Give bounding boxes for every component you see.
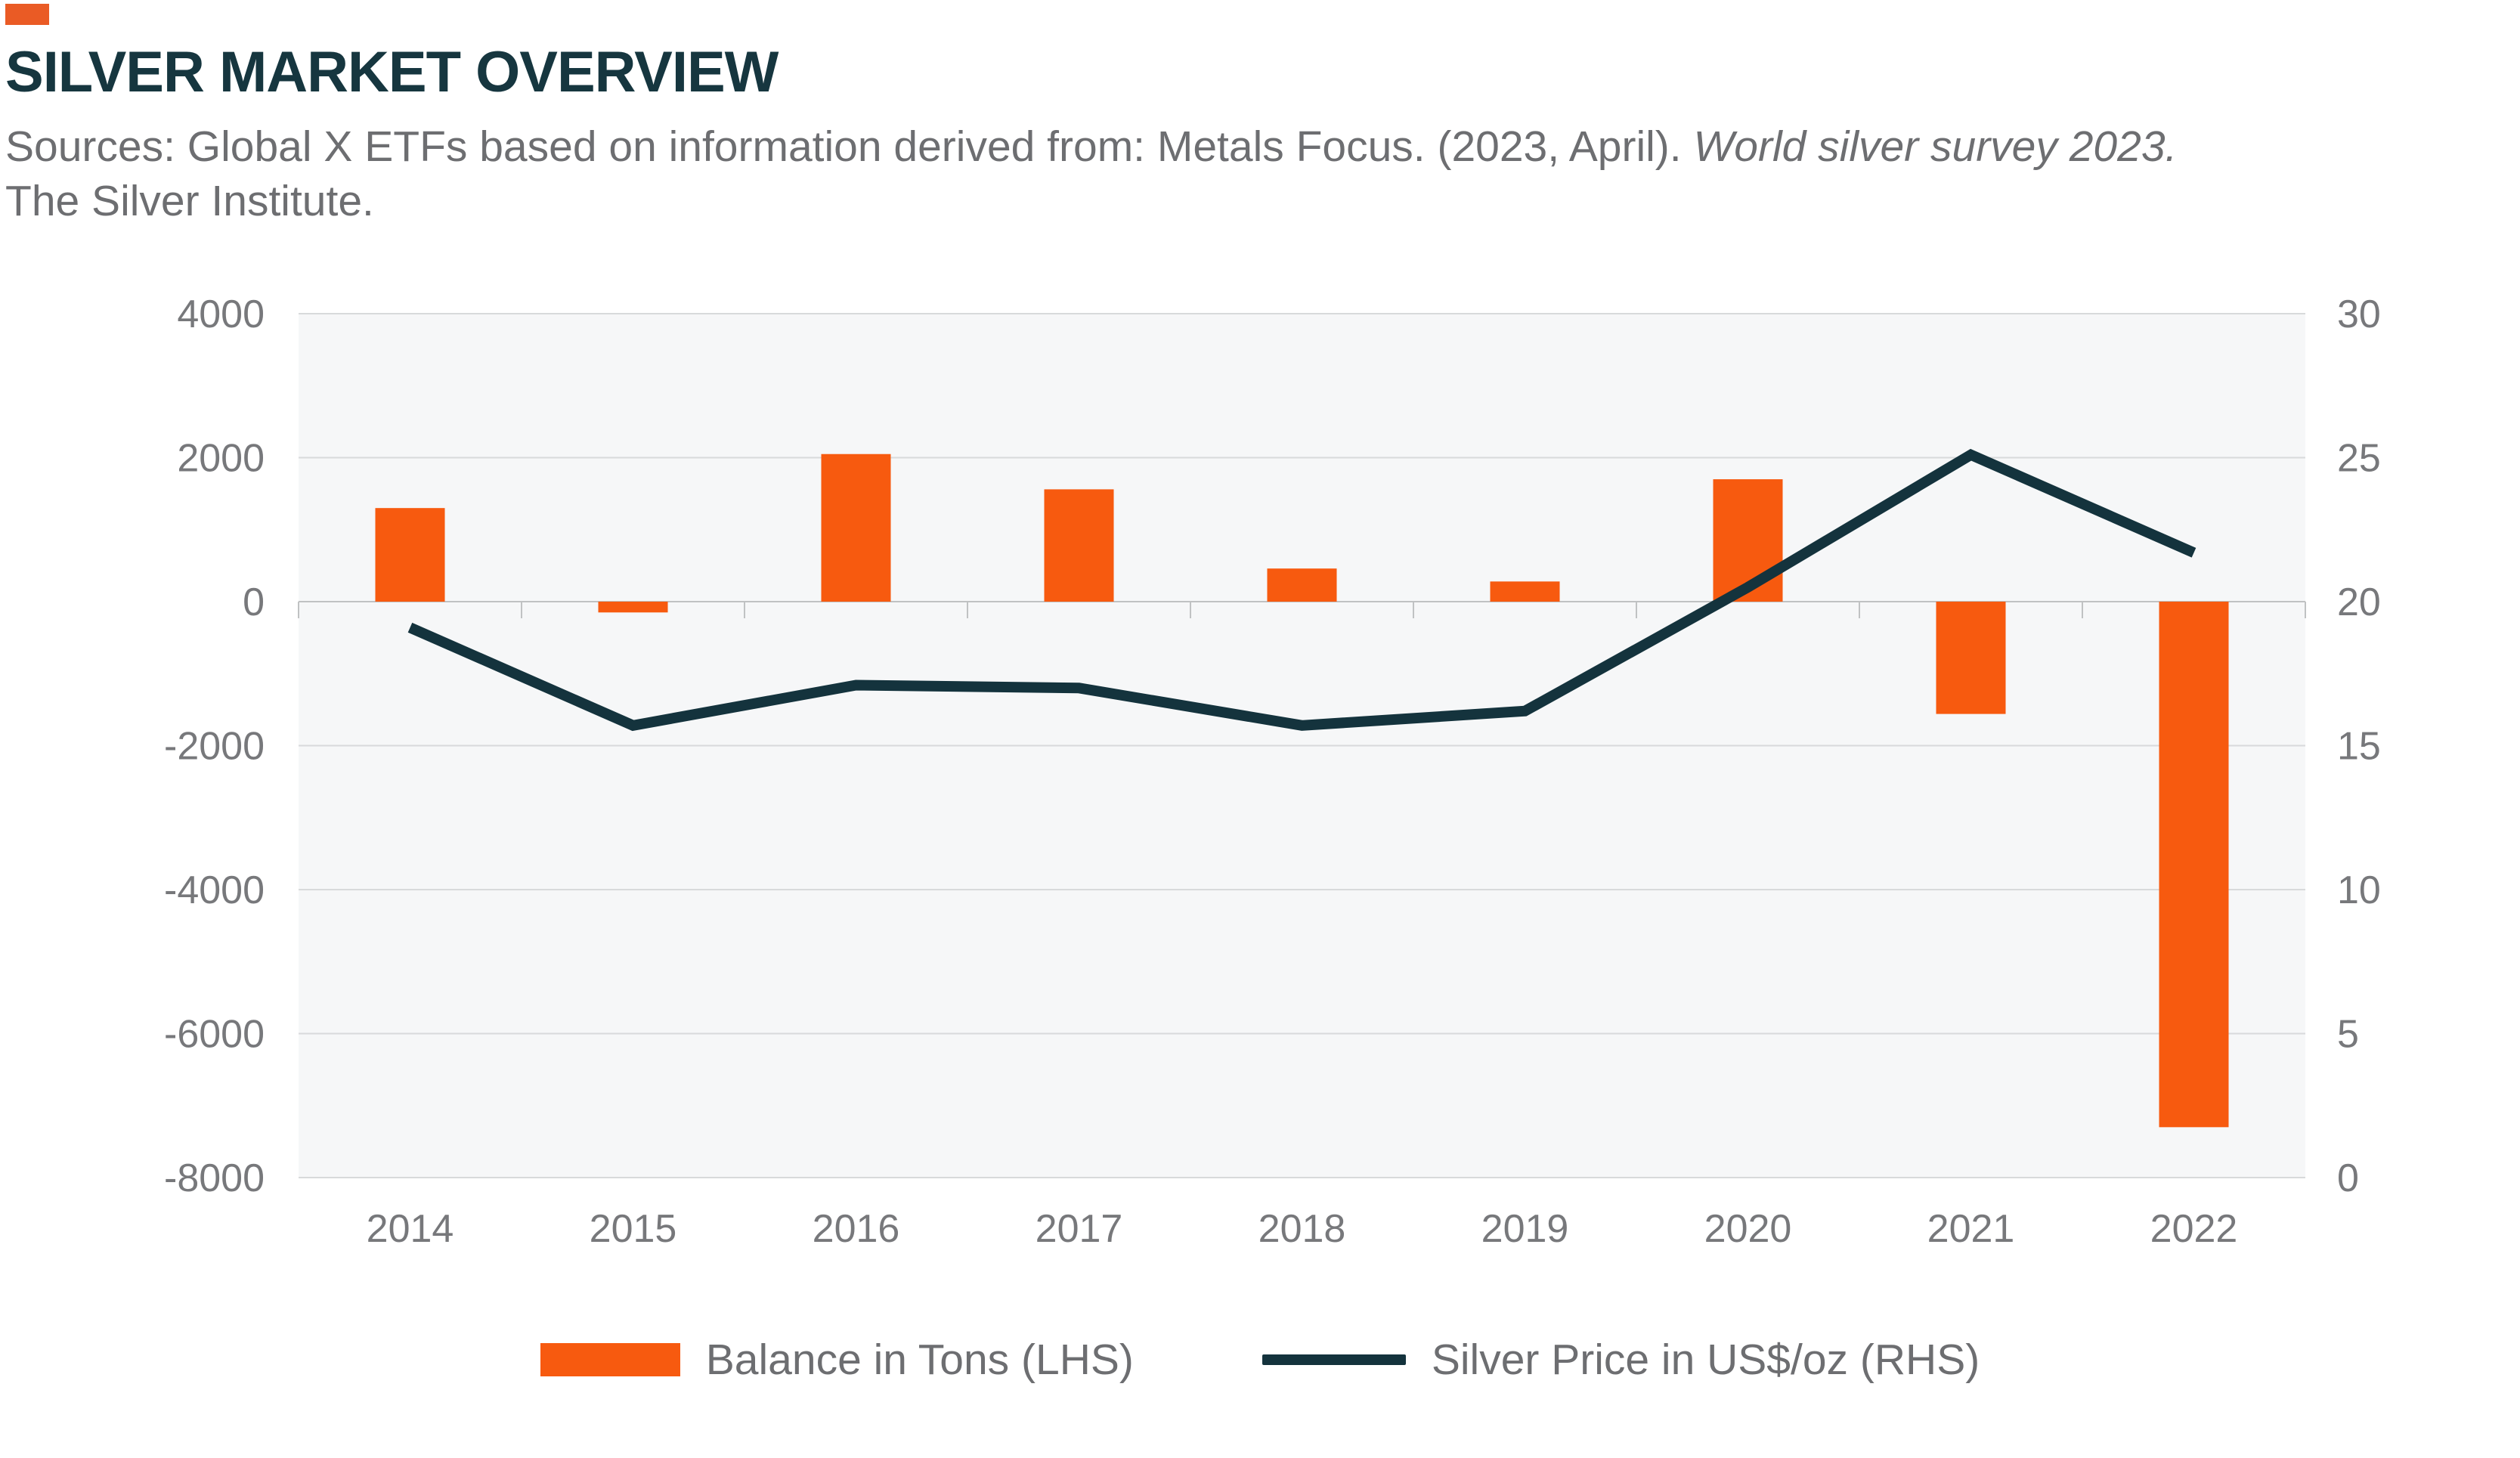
balance-bar-2014: [375, 508, 445, 602]
right-axis-tick-label: 25: [2337, 437, 2381, 481]
balance-bar-2021: [1936, 602, 2006, 714]
left-axis-tick-label: -4000: [164, 868, 265, 912]
legend-line-swatch-icon: [1262, 1354, 1406, 1365]
right-axis-tick-label: 10: [2337, 868, 2381, 912]
left-axis-tick-label: -2000: [164, 725, 265, 769]
year-label-2017: 2017: [1036, 1207, 1123, 1251]
silver-price-line: [407, 448, 2196, 732]
year-label-2015: 2015: [590, 1207, 677, 1251]
year-label-2021: 2021: [1927, 1207, 2015, 1251]
balance-bar-2017: [1044, 489, 1114, 602]
sources-text: Sources: Global X ETFs based on informat…: [5, 119, 2177, 229]
legend-item-price: Silver Price in US$/oz (RHS): [1262, 1335, 1980, 1385]
balance-bar-2019: [1490, 581, 1560, 602]
right-axis-tick-label: 15: [2337, 725, 2381, 769]
year-label-2019: 2019: [1481, 1207, 1569, 1251]
chart-legend: Balance in Tons (LHS) Silver Price in US…: [0, 1335, 2520, 1385]
sources-prefix: Sources: Global X ETFs based on informat…: [5, 122, 1694, 171]
right-axis-tick-label: 0: [2337, 1156, 2359, 1200]
balance-bar-2018: [1267, 568, 1337, 602]
left-axis-tick-label: -8000: [164, 1156, 265, 1200]
left-axis-tick-label: 4000: [177, 293, 265, 336]
page-title: SILVER MARKET OVERVIEW: [5, 40, 779, 104]
legend-item-balance: Balance in Tons (LHS): [540, 1335, 1134, 1385]
balance-bar-2016: [821, 453, 891, 602]
year-label-2018: 2018: [1258, 1207, 1346, 1251]
brand-logo-block: [5, 4, 49, 25]
balance-bar-2015: [598, 602, 668, 613]
sources-line-1: Sources: Global X ETFs based on informat…: [5, 119, 2177, 174]
year-label-2014: 2014: [367, 1207, 454, 1251]
legend-label-balance: Balance in Tons (LHS): [705, 1336, 1134, 1384]
sources-line-2: The Silver Institute.: [5, 177, 374, 226]
year-label-2020: 2020: [1704, 1207, 1792, 1251]
legend-bar-swatch-icon: [540, 1343, 680, 1376]
left-axis-tick-label: 2000: [177, 437, 265, 481]
balance-bar-2022: [2159, 602, 2229, 1128]
right-axis-tick-label: 30: [2337, 293, 2381, 336]
year-label-2016: 2016: [813, 1207, 900, 1251]
sources-italic: World silver survey 2023.: [1693, 122, 2178, 171]
right-axis-tick-label: 5: [2337, 1013, 2359, 1057]
left-axis-tick-label: 0: [243, 580, 265, 624]
left-axis-tick-label: -6000: [164, 1013, 265, 1057]
right-axis-tick-label: 20: [2337, 580, 2381, 624]
year-label-2022: 2022: [2150, 1207, 2238, 1251]
legend-label-price: Silver Price in US$/oz (RHS): [1431, 1336, 1980, 1384]
